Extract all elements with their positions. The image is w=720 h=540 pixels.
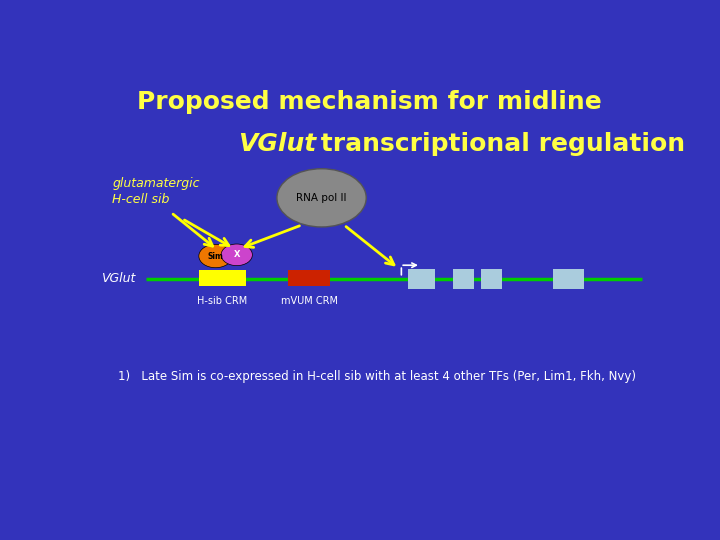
Text: VGlut: VGlut [101, 273, 135, 286]
Bar [199, 270, 246, 286]
Text: H-sib CRM: H-sib CRM [197, 296, 248, 306]
Ellipse shape [277, 168, 366, 227]
Ellipse shape [221, 244, 253, 266]
Text: Proposed mechanism for midline: Proposed mechanism for midline [137, 90, 601, 114]
Text: glutamatergic
H-cell sib: glutamatergic H-cell sib [112, 177, 200, 206]
Ellipse shape [199, 245, 233, 268]
Text: X: X [233, 251, 240, 259]
Bar [288, 270, 330, 286]
Text: Sim: Sim [207, 252, 223, 261]
Text: VGlut: VGlut [238, 132, 316, 156]
Bar [553, 268, 584, 289]
Text: transcriptional regulation: transcriptional regulation [312, 132, 685, 156]
Text: mVUM CRM: mVUM CRM [281, 296, 338, 306]
Bar [453, 268, 474, 289]
Bar [481, 268, 502, 289]
Text: RNA pol II: RNA pol II [297, 193, 347, 203]
Text: 1)   Late Sim is co-expressed in H-cell sib with at least 4 other TFs (Per, Lim1: 1) Late Sim is co-expressed in H-cell si… [118, 370, 636, 383]
Bar [408, 268, 435, 289]
